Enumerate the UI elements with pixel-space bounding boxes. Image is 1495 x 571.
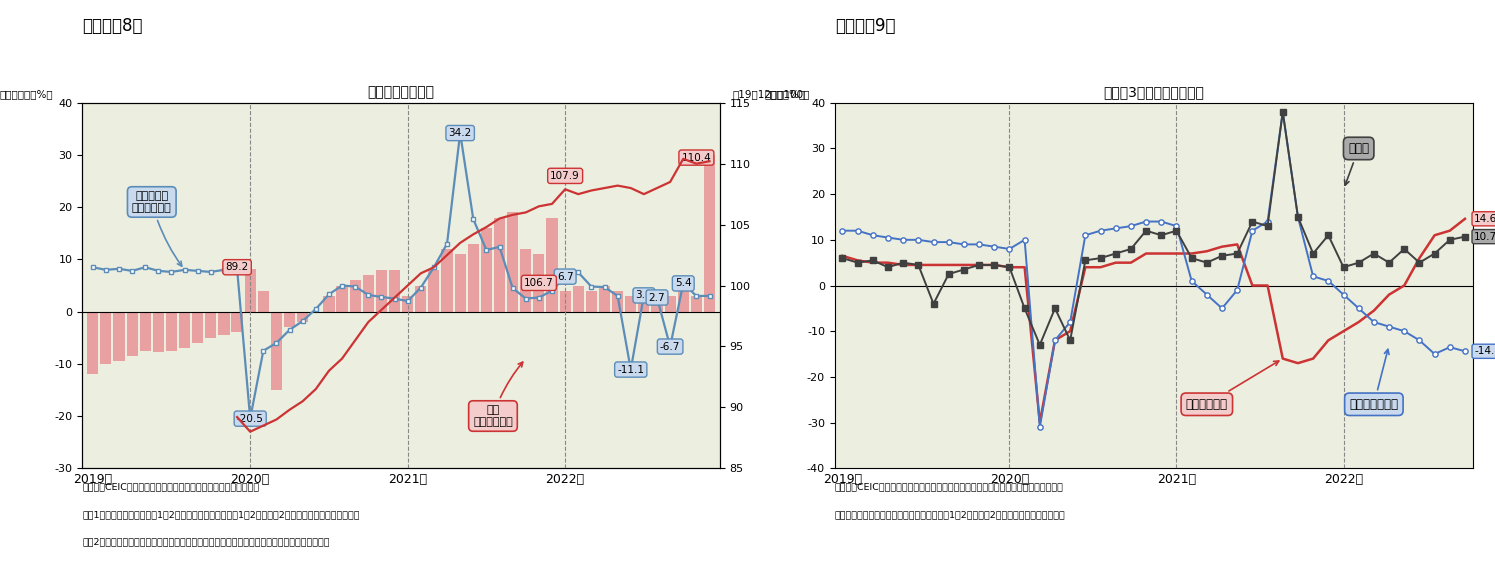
Bar — [586, 291, 597, 312]
Bar — [245, 269, 256, 312]
Text: 14.6: 14.6 — [1474, 214, 1495, 224]
Bar — [429, 270, 440, 312]
Text: （注1）前年同月比は、例年1・2月は春節でぶれるため、1・2月は共に2月時点累計（前年比）を表示: （注1）前年同月比は、例年1・2月は春節でぶれるため、1・2月は共に2月時点累計… — [82, 510, 360, 519]
Bar — [611, 291, 623, 312]
Text: （注2）指数は、中国国家統計局が発表した前月比（季節調整後）のデータを元に筆者が指数化: （注2）指数は、中国国家統計局が発表した前月比（季節調整後）のデータを元に筆者が… — [82, 537, 330, 546]
Bar — [257, 291, 269, 312]
Text: （図表－8）: （図表－8） — [82, 17, 142, 35]
Bar — [454, 254, 466, 312]
Bar — [507, 212, 519, 312]
Text: 5.4: 5.4 — [674, 279, 692, 288]
Bar — [520, 249, 531, 312]
Bar — [193, 312, 203, 343]
Text: 3.1: 3.1 — [635, 291, 652, 300]
Text: 106.7: 106.7 — [525, 278, 553, 288]
Text: 不動産開発投資: 不動産開発投資 — [1350, 349, 1398, 411]
Bar — [638, 291, 649, 312]
Text: 107.9: 107.9 — [550, 171, 580, 181]
Text: 指数
（右目盛り）: 指数 （右目盛り） — [472, 362, 523, 427]
Bar — [534, 254, 544, 312]
Text: （資料）CEIC（出所は中国国家統計局）のデータを元に筆者が一部推定した上で作成: （資料）CEIC（出所は中国国家統計局）のデータを元に筆者が一部推定した上で作成 — [834, 482, 1063, 492]
Bar — [547, 218, 558, 312]
Bar — [298, 312, 308, 322]
Bar — [481, 228, 492, 312]
Bar — [232, 312, 242, 332]
Text: 2.7: 2.7 — [649, 292, 665, 303]
Bar — [323, 296, 335, 312]
Bar — [166, 312, 176, 351]
Text: （図表－9）: （図表－9） — [834, 17, 896, 35]
Text: （前年比%）: （前年比%） — [764, 89, 806, 99]
Text: （資料）CEIC（出所は中国国家統計局）のデータを元に筆者作成: （資料）CEIC（出所は中国国家統計局）のデータを元に筆者作成 — [82, 482, 259, 492]
Bar — [493, 218, 505, 312]
Title: 小売売上高の推移: 小売売上高の推移 — [368, 85, 435, 99]
Bar — [363, 275, 374, 312]
Text: 34.2: 34.2 — [448, 128, 472, 138]
Bar — [559, 291, 571, 312]
Bar — [205, 312, 217, 337]
Text: 製造業: 製造業 — [1344, 142, 1369, 185]
Bar — [100, 312, 112, 364]
Text: 89.2: 89.2 — [226, 262, 248, 272]
Bar — [218, 312, 230, 335]
Bar — [652, 296, 662, 312]
Bar — [704, 155, 715, 312]
Bar — [284, 312, 295, 327]
Bar — [87, 312, 99, 374]
Text: 6.7: 6.7 — [556, 272, 574, 282]
Bar — [152, 312, 164, 352]
Bar — [573, 286, 585, 312]
Text: （注）累計で公表されるデータを元に推定、1・2月は共に2月時点累計（前年同期比）: （注）累計で公表されるデータを元に推定、1・2月は共に2月時点累計（前年同期比） — [834, 510, 1066, 519]
Bar — [441, 249, 453, 312]
Bar — [468, 244, 478, 312]
Bar — [271, 312, 283, 390]
Text: 110.4: 110.4 — [682, 152, 712, 163]
Text: （19年12月＝100）: （19年12月＝100） — [733, 89, 810, 99]
Title: 投資の3大セクターの推移: 投資の3大セクターの推移 — [1103, 85, 1203, 99]
Text: -6.7: -6.7 — [659, 341, 680, 352]
Bar — [389, 270, 401, 312]
Bar — [625, 296, 637, 312]
Bar — [677, 291, 689, 312]
Text: （前年同期比%）: （前年同期比%） — [0, 89, 52, 99]
Bar — [139, 312, 151, 351]
Text: -11.1: -11.1 — [617, 364, 644, 375]
Bar — [599, 286, 610, 312]
Text: -20.5: -20.5 — [236, 413, 263, 424]
Bar — [336, 286, 348, 312]
Text: 10.7: 10.7 — [1474, 232, 1495, 242]
Bar — [416, 286, 426, 312]
Text: インフラ投資: インフラ投資 — [1186, 361, 1278, 411]
Bar — [127, 312, 138, 356]
Bar — [402, 296, 413, 312]
Bar — [179, 312, 190, 348]
Bar — [375, 270, 387, 312]
Bar — [350, 280, 360, 312]
Text: -14.4: -14.4 — [1474, 346, 1495, 356]
Bar — [691, 296, 703, 312]
Bar — [114, 312, 124, 361]
Text: 前年同月比
（左目盛り）: 前年同月比 （左目盛り） — [132, 191, 182, 266]
Bar — [665, 296, 676, 312]
